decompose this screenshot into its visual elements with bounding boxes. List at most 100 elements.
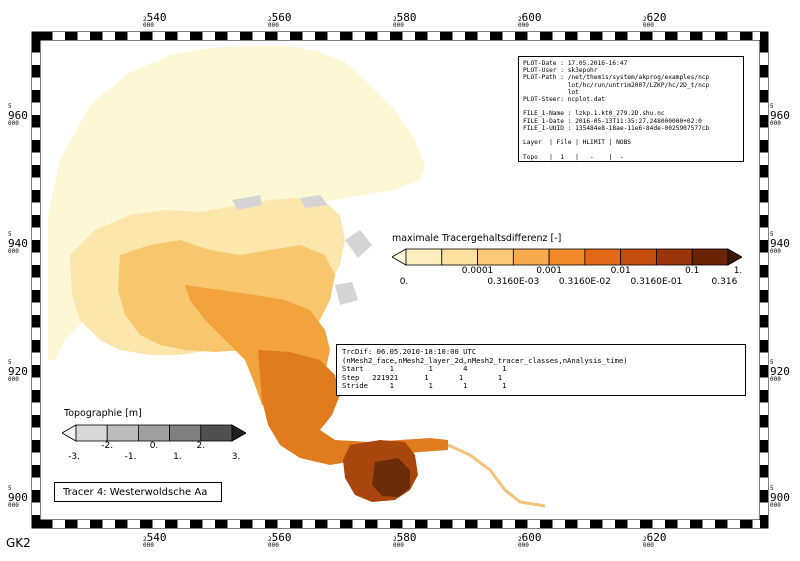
frame-tick	[32, 490, 40, 503]
frame-tick	[715, 520, 728, 528]
topo-colorbar	[62, 424, 246, 442]
dataset-line: TrcDif: 06.05.2010-18:10:00 UTC	[342, 347, 477, 356]
colorbar-tick-label: 0.	[149, 441, 159, 451]
x-label: 600	[521, 11, 542, 24]
frame-tick	[452, 32, 465, 40]
frame-tick	[32, 440, 40, 453]
frame-tick	[32, 402, 40, 415]
frame-tick	[102, 520, 115, 528]
frame-tick	[365, 32, 378, 40]
y-label-minor: 000	[8, 502, 19, 509]
frame-tick	[760, 215, 768, 228]
y-label-minor: 000	[8, 376, 19, 383]
frame-tick	[32, 515, 40, 520]
colorbar-tick-label: 0.1	[685, 266, 700, 276]
frame-tick	[602, 32, 615, 40]
frame-tick	[390, 520, 403, 528]
frame-tick	[760, 415, 768, 428]
tracer-legend-ticks: 0.0001 0.001 0.01 0.1 1. 0. 0.3160E-03 0.3160E-…	[392, 266, 743, 292]
y-label-major: 5	[770, 359, 774, 366]
frame-tick	[627, 520, 640, 528]
tracer-zone-6	[372, 458, 410, 497]
frame-tick	[140, 520, 153, 528]
frame-tick	[32, 520, 40, 528]
frame-tick	[32, 352, 40, 365]
frame-tick	[90, 32, 103, 40]
y-label-minor: 000	[770, 248, 781, 255]
frame-tick	[502, 520, 515, 528]
frame-tick	[202, 32, 215, 40]
frame-tick	[760, 102, 768, 115]
dataset-line: Start 1 1 4 1	[342, 364, 507, 374]
frame-tick	[760, 302, 768, 315]
frame-tick	[290, 520, 303, 528]
frame-tick	[32, 452, 40, 465]
y-label-minor: 000	[770, 120, 781, 127]
info-line: Layer | File | HLIMIT | NOBS	[523, 139, 632, 147]
frame-tick	[760, 152, 768, 165]
frame-tick	[515, 520, 528, 528]
frame-tick	[702, 520, 715, 528]
x-label-major: 2	[643, 16, 647, 23]
frame-tick	[32, 377, 40, 390]
frame-tick	[352, 32, 365, 40]
frame-tick	[365, 520, 378, 528]
frame-tick	[152, 520, 165, 528]
tracer-zone-4	[258, 350, 448, 465]
frame-tick	[465, 520, 478, 528]
x-label-minor: 000	[518, 22, 529, 29]
frame-tick	[502, 32, 515, 40]
frame-tick	[32, 65, 40, 78]
frame-tick	[615, 520, 628, 528]
frame-tick	[440, 520, 453, 528]
crs-label: GK2	[6, 536, 31, 550]
frame-tick	[215, 32, 228, 40]
colorbar-tick-label: 0.0001	[461, 266, 494, 276]
frame-tick	[552, 520, 565, 528]
colorbar-segment	[441, 248, 478, 266]
frame-tick	[760, 290, 768, 303]
x-label: 620	[646, 11, 667, 24]
y-label: 960	[8, 109, 28, 122]
x-label: 540	[146, 11, 167, 24]
colorbar-segment	[200, 424, 233, 442]
colorbar-tick-label: 3.	[231, 452, 241, 462]
x-label-major: 2	[643, 536, 647, 543]
frame-tick	[65, 520, 78, 528]
colorbar-segment	[75, 424, 108, 442]
frame-tick	[752, 32, 760, 40]
frame-tick	[252, 32, 265, 40]
frame-tick	[760, 440, 768, 453]
info-line	[523, 146, 739, 153]
river-channel	[447, 443, 546, 508]
frame-tick	[327, 32, 340, 40]
frame-tick	[227, 32, 240, 40]
frame-tick	[32, 277, 40, 290]
frame-tick	[490, 32, 503, 40]
frame-tick	[440, 32, 453, 40]
frame-tick	[760, 190, 768, 203]
info-line: TrcDif | 1 | - | -	[523, 161, 739, 162]
frame-tick	[32, 115, 40, 128]
frame-tick	[690, 520, 703, 528]
frame-tick	[90, 520, 103, 528]
y-label-major: 5	[770, 103, 774, 110]
x-label: 580	[396, 531, 417, 544]
coast-islands	[232, 195, 372, 305]
frame-tick	[32, 40, 40, 53]
frame-tick	[32, 265, 40, 278]
y-label-minor: 000	[8, 120, 19, 127]
frame-tick	[427, 32, 440, 40]
frame-tick	[277, 32, 290, 40]
frame-tick	[315, 32, 328, 40]
y-label-major: 5	[770, 231, 774, 238]
frame-tick	[760, 515, 768, 520]
x-label-major: 2	[268, 536, 272, 543]
x-label: 560	[271, 11, 292, 24]
frame-tick	[32, 427, 40, 440]
frame-tick	[465, 32, 478, 40]
frame-tick	[760, 315, 768, 328]
frame-tick	[565, 520, 578, 528]
frame-ticks	[32, 32, 768, 528]
y-label-minor: 000	[770, 376, 781, 383]
